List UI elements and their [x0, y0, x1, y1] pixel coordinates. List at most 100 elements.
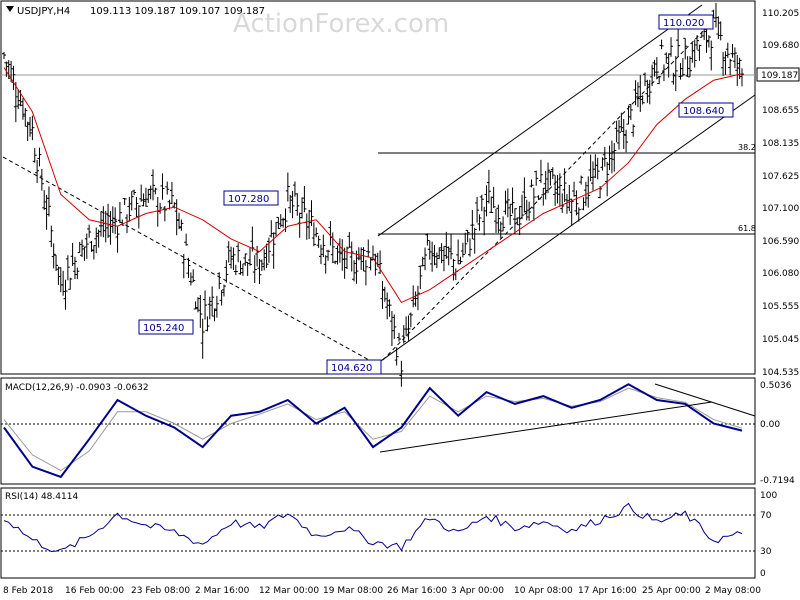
- x-tick: 16 Feb 00:00: [65, 586, 124, 596]
- price-bar: [650, 64, 655, 86]
- channel-lower-line: [377, 94, 756, 364]
- price-bar: [49, 225, 54, 248]
- rsi-tick: 70: [760, 511, 772, 521]
- annotation-107280: 107.280: [223, 190, 279, 206]
- price-bar: [725, 42, 730, 58]
- price-bar: [534, 170, 539, 186]
- price-bar: [475, 196, 480, 223]
- price-bar: [285, 172, 290, 202]
- price-bar: [706, 35, 711, 48]
- price-bar: [510, 187, 515, 214]
- price-bar: [624, 129, 629, 153]
- price-bar: [37, 147, 42, 167]
- price-bar: [174, 199, 179, 236]
- price-bar: [184, 233, 189, 246]
- price-bar: [198, 295, 203, 328]
- x-tick: 26 Mar 16:00: [387, 586, 447, 596]
- price-bar: [20, 98, 25, 120]
- price-bar: [129, 191, 134, 211]
- price-bar: [193, 301, 198, 310]
- macd-tick-top: 0.5036: [760, 381, 792, 391]
- price-bar: [101, 206, 106, 238]
- price-bar: [385, 292, 390, 320]
- price-bar: [54, 254, 59, 272]
- macd-panel-frame: [0, 377, 756, 485]
- price-bar: [91, 245, 96, 260]
- annotation-105240: 105.240: [138, 319, 194, 335]
- x-tick: 23 Feb 08:00: [131, 586, 190, 596]
- macd-signal-line: [3, 387, 743, 472]
- price-bar: [659, 39, 664, 50]
- price-bar: [680, 58, 685, 77]
- price-bar: [740, 68, 744, 87]
- price-bar: [333, 260, 338, 265]
- price-panel-frame: [0, 0, 756, 375]
- price-bar: [482, 206, 487, 236]
- price-bar: [219, 290, 224, 306]
- price-bar: [307, 209, 312, 240]
- price-bar: [451, 258, 456, 281]
- price-bar: [709, 40, 714, 71]
- price-bar: [35, 159, 40, 183]
- price-bar: [87, 224, 92, 238]
- symbol-header: USDJPY,H4: [17, 6, 70, 17]
- price-bar: [94, 227, 99, 254]
- price-bar: [411, 285, 416, 308]
- price-bar: [191, 269, 196, 283]
- rsi-tick: 30: [760, 547, 772, 557]
- price-bar: [257, 259, 262, 285]
- ohlc-header: 109.113 109.187 109.107 109.187: [90, 6, 265, 17]
- price-bar: [515, 217, 520, 226]
- watermark: ActionForex.com: [233, 9, 449, 39]
- price-bar: [721, 52, 726, 76]
- price-bar: [413, 291, 418, 307]
- price-bar: [75, 267, 80, 280]
- price-bar: [359, 247, 364, 271]
- price-bar: [96, 229, 101, 248]
- price-bar: [621, 119, 626, 150]
- price-bar: [13, 81, 18, 123]
- price-bar: [134, 197, 139, 218]
- price-bar: [335, 245, 340, 265]
- x-tick: 2 Mar 16:00: [195, 586, 250, 596]
- symbol-triangle-icon: [6, 6, 14, 12]
- price-bar: [380, 280, 385, 309]
- price-bar: [673, 56, 678, 92]
- price-bar: [250, 226, 255, 252]
- price-bar: [548, 170, 553, 186]
- price-bar: [512, 208, 517, 235]
- price-bar: [292, 181, 297, 197]
- price-bar: [77, 241, 82, 254]
- price-bar: [318, 244, 323, 265]
- x-tick: 17 Apr 16:00: [578, 586, 637, 596]
- price-bar: [113, 207, 118, 235]
- price-bar: [517, 205, 522, 235]
- price-bar: [224, 260, 229, 283]
- price-bar: [63, 279, 68, 310]
- price-bar: [683, 37, 688, 60]
- price-bar: [231, 247, 236, 271]
- price-bar: [394, 347, 399, 366]
- price-tick: 108.135: [762, 139, 799, 149]
- price-bar: [572, 181, 577, 197]
- price-bar: [529, 179, 534, 188]
- price-bar: [195, 297, 200, 313]
- annotation-104620: 104.620: [326, 359, 382, 375]
- price-bar: [61, 270, 66, 296]
- price-bar: [541, 187, 546, 206]
- price-bar: [441, 246, 446, 272]
- price-bar: [233, 264, 238, 276]
- x-tick: 3 Apr 00:00: [451, 586, 504, 596]
- price-bar: [98, 211, 103, 237]
- price-bar: [217, 272, 222, 290]
- price-bar: [732, 47, 737, 69]
- price-bar: [89, 240, 94, 252]
- price-bar: [30, 115, 35, 141]
- price-bar: [212, 308, 217, 322]
- price-bar: [16, 89, 21, 110]
- price-bar: [347, 232, 352, 248]
- price-bar: [356, 247, 361, 261]
- macd-trendline-upper: [654, 383, 756, 417]
- price-bar: [687, 56, 692, 78]
